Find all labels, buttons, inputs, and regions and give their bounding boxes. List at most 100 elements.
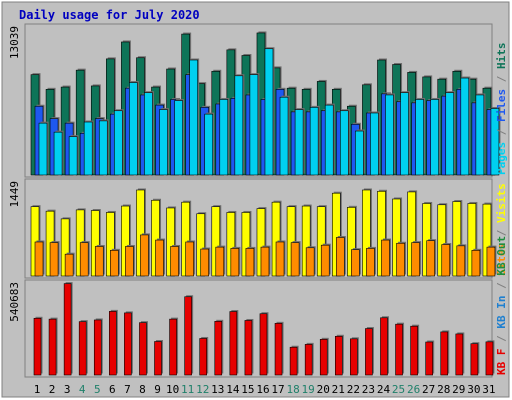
legend-visits: Visits	[495, 183, 508, 223]
bar-sites-3	[64, 253, 74, 277]
bar-kbf-26	[410, 325, 418, 376]
panel-hits: 13039 Pages / Files / Hits	[8, 23, 508, 178]
x-tick-31: 31	[482, 383, 495, 396]
x-tick-6: 6	[109, 383, 116, 396]
x-tick-22: 22	[347, 383, 360, 396]
series-kbf	[33, 282, 495, 376]
x-tick-12: 12	[196, 383, 209, 396]
series-pages	[38, 47, 501, 176]
bar-kbf-25	[395, 323, 403, 376]
bar-pages-1	[38, 122, 48, 176]
x-tick-10: 10	[166, 383, 179, 396]
bar-pages-2	[53, 131, 63, 176]
bar-kbf-31	[485, 341, 494, 376]
bar-sites-15	[245, 248, 255, 277]
bar-pages-8	[144, 92, 153, 176]
legend-kbf: KB F	[495, 349, 508, 376]
legend-separator: /	[495, 276, 508, 296]
x-tick-15: 15	[241, 383, 254, 396]
bar-pages-24	[385, 94, 394, 176]
bar-pages-25	[400, 92, 409, 176]
bar-sites-13	[215, 246, 225, 277]
side-legend-kbytes: KB F / KB In / KB Out	[495, 236, 508, 375]
bar-pages-13	[219, 99, 229, 176]
bar-kbf-11	[184, 296, 192, 376]
bar-pages-9	[159, 109, 168, 176]
series-sites	[34, 233, 497, 277]
bar-pages-14	[234, 75, 244, 176]
x-tick-5: 5	[94, 383, 101, 396]
legend-pages: Pages	[495, 142, 508, 175]
x-tick-17: 17	[271, 383, 284, 396]
legend-separator: /	[495, 69, 508, 89]
x-tick-4: 4	[79, 383, 86, 396]
bar-sites-28	[441, 244, 451, 277]
x-tick-25: 25	[392, 383, 405, 396]
legend-separator: /	[495, 223, 508, 243]
bar-kbf-16	[259, 313, 268, 376]
bar-kbf-7	[124, 312, 132, 376]
x-axis-ticks: 1 2 3 4 5 6 7 8 9 10 11 12 13 14 15 16 17 18 19 20 21 22 23 24 2…	[34, 383, 496, 396]
x-tick-18: 18	[286, 383, 299, 396]
bar-pages-5	[98, 120, 108, 176]
x-tick-16: 16	[256, 383, 269, 396]
bar-kbf-13	[214, 321, 223, 376]
x-tick-7: 7	[124, 383, 131, 396]
bar-sites-6	[110, 250, 119, 277]
bar-kbf-28	[440, 331, 449, 376]
bar-sites-12	[200, 248, 210, 277]
bar-kbf-23	[365, 328, 373, 376]
bar-kbf-20	[319, 339, 328, 376]
bar-kbf-30	[470, 343, 479, 376]
bar-sites-22	[351, 249, 360, 277]
panel-visits: 1449 Sites / Visits	[8, 178, 508, 279]
x-tick-21: 21	[332, 383, 345, 396]
bar-kbf-2	[48, 318, 57, 376]
bar-sites-24	[381, 239, 390, 277]
x-tick-14: 14	[226, 383, 240, 396]
chart-title: Daily usage for July 2020	[19, 8, 200, 22]
bar-sites-17	[275, 241, 285, 277]
bar-sites-21	[335, 237, 345, 277]
bar-kbf-19	[304, 344, 313, 376]
x-tick-20: 20	[317, 383, 330, 396]
chart-panels: 13039 Pages / Files / Hits 1449 Sites / Vis…	[8, 23, 508, 378]
ymax-label-hits: 13039	[8, 26, 21, 59]
x-tick-11: 11	[181, 383, 194, 396]
bar-pages-10	[174, 100, 183, 176]
bar-sites-19	[305, 247, 315, 277]
bar-pages-26	[415, 99, 424, 176]
bar-kbf-1	[33, 317, 42, 376]
x-tick-29: 29	[452, 383, 465, 396]
bar-kbf-17	[274, 323, 283, 376]
bar-pages-3	[68, 136, 78, 176]
x-tick-1: 1	[34, 383, 41, 396]
x-tick-19: 19	[302, 383, 315, 396]
bar-kbf-8	[139, 322, 147, 376]
bar-kbf-3	[63, 283, 72, 376]
bar-kbf-5	[93, 319, 102, 376]
legend-kbin: KB In	[495, 296, 508, 329]
bar-kbf-4	[78, 321, 87, 376]
x-tick-28: 28	[437, 383, 450, 396]
bar-pages-30	[475, 94, 485, 176]
bar-kbf-24	[380, 317, 388, 376]
x-tick-24: 24	[377, 383, 391, 396]
bar-pages-29	[460, 77, 470, 176]
bar-pages-4	[83, 121, 93, 176]
bar-sites-30	[471, 250, 481, 277]
x-tick-23: 23	[362, 383, 375, 396]
bar-sites-9	[155, 239, 164, 277]
bar-sites-25	[396, 242, 405, 277]
x-tick-27: 27	[422, 383, 435, 396]
bar-sites-4	[79, 242, 89, 277]
x-tick-30: 30	[467, 383, 480, 396]
bar-pages-22	[355, 130, 364, 176]
bar-sites-5	[94, 246, 104, 277]
bar-pages-15	[249, 74, 259, 176]
bar-kbf-12	[199, 338, 208, 376]
bar-sites-26	[411, 242, 420, 277]
ymax-label-kbytes: 540683	[8, 282, 21, 322]
